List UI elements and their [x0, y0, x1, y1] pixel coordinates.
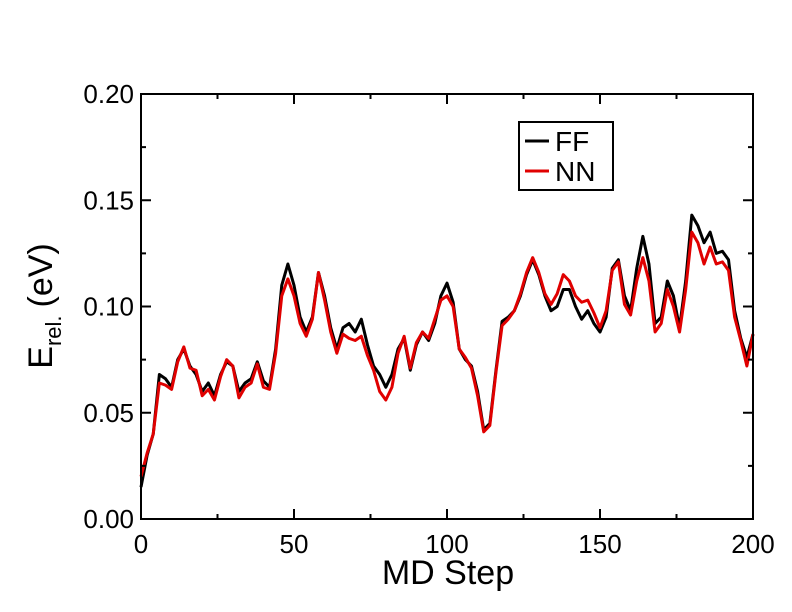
legend-box — [518, 121, 614, 191]
x-tick-label: 0 — [134, 529, 148, 559]
y-axis-label: Erel. (eV) — [22, 243, 66, 368]
y-label-main: E — [22, 346, 60, 369]
y-tick-label: 0.00 — [83, 504, 134, 534]
plot-frame — [140, 93, 754, 520]
x-tick-label: 50 — [280, 529, 309, 559]
x-tick-label: 100 — [425, 529, 468, 559]
x-tick-label: 200 — [731, 529, 774, 559]
x-tick-label: 150 — [578, 529, 621, 559]
x-axis-label: MD Step — [382, 554, 514, 592]
y-tick-label: 0.10 — [83, 292, 134, 322]
y-label-unit: (eV) — [22, 243, 60, 307]
series-line — [139, 213, 755, 488]
legend-label: NN — [555, 156, 595, 187]
y-axis-label-text: Erel. (eV) — [22, 243, 66, 368]
y-tick-label: 0.05 — [83, 398, 134, 428]
y-label-sub: rel. — [41, 315, 66, 346]
series-line — [139, 230, 755, 477]
y-tick-label: 0.15 — [83, 185, 134, 215]
y-tick-label: 0.20 — [83, 79, 134, 109]
legend-label: FF — [555, 126, 589, 157]
